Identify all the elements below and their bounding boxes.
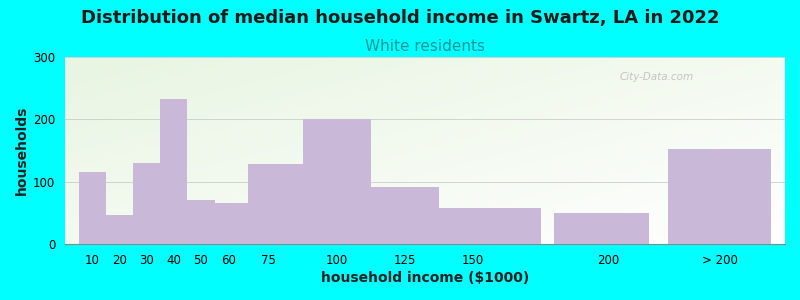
Bar	[106, 215, 133, 244]
Bar	[214, 203, 249, 244]
Bar	[133, 163, 160, 244]
Bar	[303, 119, 370, 244]
Bar	[160, 99, 187, 244]
Bar	[438, 208, 541, 244]
Bar	[78, 172, 106, 244]
Bar	[249, 164, 303, 244]
Text: City-Data.com: City-Data.com	[619, 72, 694, 82]
Bar	[668, 149, 771, 244]
X-axis label: household income ($1000): household income ($1000)	[321, 271, 529, 285]
Y-axis label: households: households	[15, 106, 29, 195]
Bar	[187, 200, 214, 244]
Title: White residents: White residents	[365, 39, 485, 54]
Bar	[554, 213, 649, 244]
Bar	[370, 187, 438, 244]
Text: Distribution of median household income in Swartz, LA in 2022: Distribution of median household income …	[81, 9, 719, 27]
